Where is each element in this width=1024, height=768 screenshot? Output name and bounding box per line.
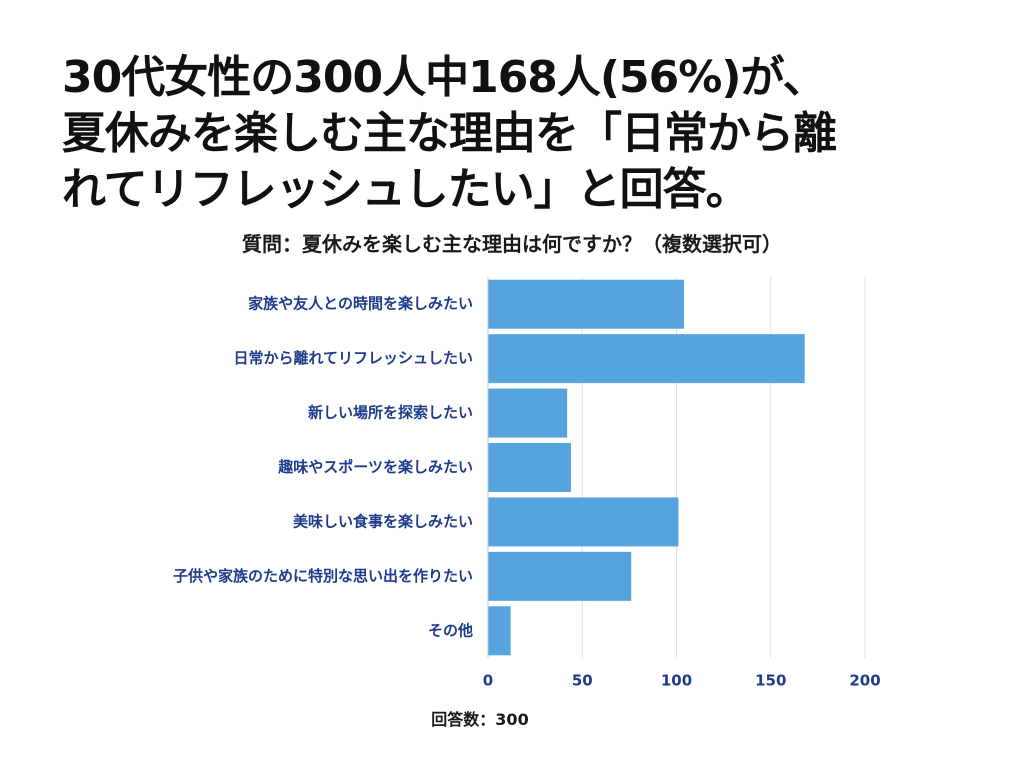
category-label-3: 新しい場所を探索したい: [308, 404, 473, 422]
headline-line-3: れてリフレッシュしたい」と回答。: [62, 164, 750, 215]
category-label-6: 子供や家族のために特別な思い出を作りたい: [173, 567, 473, 585]
x-tick-label-1: 50: [572, 672, 593, 690]
bar-3: [488, 388, 568, 438]
headline: 30代女性の300人中168人(56%)が、 夏休みを楽しむ主な理由を「日常から…: [62, 50, 1002, 218]
x-tick-label-4: 200: [849, 672, 880, 690]
category-label-5: 美味しい食事を楽しみたい: [293, 512, 473, 530]
bar-1: [488, 279, 685, 329]
category-label-7: その他: [428, 621, 473, 639]
response-count: 回答数：300: [431, 710, 529, 729]
chart-title: 質問：夏休みを楽しむ主な理由は何ですか？（複数選択可）: [242, 232, 782, 256]
category-label-1: 家族や友人との時間を楽しみたい: [248, 295, 473, 313]
category-label-4: 趣味やスポーツを楽しみたい: [277, 458, 473, 476]
x-tick-label-0: 0: [483, 672, 493, 690]
bar-4: [488, 443, 571, 492]
x-tick-label-3: 150: [755, 672, 786, 690]
category-label-2: 日常から離れてリフレッシュしたい: [233, 349, 473, 367]
x-tick-label-2: 100: [661, 672, 692, 690]
headline-line-1: 30代女性の300人中168人(56%)が、: [62, 52, 827, 103]
bar-6: [488, 551, 632, 601]
headline-line-2: 夏休みを楽しむ主な理由を「日常から離: [62, 108, 837, 159]
bar-2: [488, 334, 805, 384]
bar-7: [488, 606, 511, 656]
bar-5: [488, 497, 679, 547]
